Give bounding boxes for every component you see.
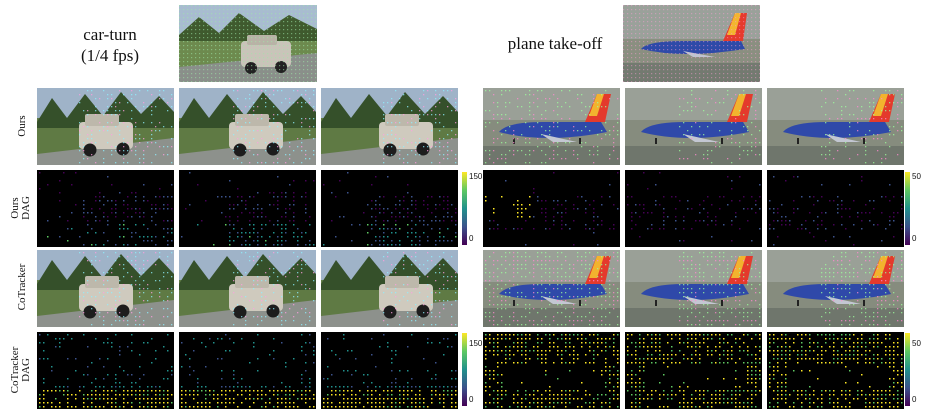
plane-ours-frame-1 <box>483 88 620 165</box>
car-cotracker-dag-colorbar <box>462 333 467 406</box>
plane-ours-dag-colorbar <box>905 172 910 245</box>
plane-cotracker-dag-frame-2 <box>625 332 762 409</box>
car-cotracker-dag-frame-2 <box>179 332 316 409</box>
plane-cotracker-dag-frame-1 <box>483 332 620 409</box>
plane-cotracker-frame-3 <box>767 250 904 327</box>
plane-ours-dag-frame-3 <box>767 170 904 247</box>
row-label-cotracker-dag: CoTracker DAG <box>9 330 34 410</box>
car-cotracker-dag-colorbar-min: 0 <box>469 395 474 404</box>
car-ours-dag-frame-3 <box>321 170 458 247</box>
car-ours-dag-colorbar-min: 0 <box>469 234 474 243</box>
row-label-ours: Ours <box>16 115 28 137</box>
plane-cotracker-frame-1 <box>483 250 620 327</box>
plane-ours-dag-frame-2 <box>625 170 762 247</box>
car-turn-title-line1: car-turn <box>83 25 137 44</box>
row-label-cotracker-dag-line2: DAG <box>20 358 32 382</box>
car-ours-frame-3 <box>321 88 458 165</box>
car-cotracker-frame-1 <box>37 250 174 327</box>
plane-reference-image <box>623 5 760 82</box>
car-cotracker-dag-frame-1 <box>37 332 174 409</box>
row-label-ours-dag: Ours DAG <box>9 168 34 248</box>
car-turn-title: car-turn (1/4 fps) <box>55 24 165 66</box>
row-label-cotracker: CoTracker <box>16 263 28 311</box>
plane-cotracker-dag-colorbar-max: 50 <box>912 339 921 348</box>
plane-takeoff-title: plane take-off <box>507 34 603 53</box>
plane-cotracker-dag-frame-3 <box>767 332 904 409</box>
plane-cotracker-dag-colorbar-min: 0 <box>912 395 917 404</box>
car-ours-frame-1 <box>37 88 174 165</box>
car-turn-title-line2: (1/4 fps) <box>80 46 140 65</box>
car-cotracker-frame-2 <box>179 250 316 327</box>
plane-ours-frame-3 <box>767 88 904 165</box>
plane-ours-dag-colorbar-min: 0 <box>912 234 917 243</box>
car-ours-dag-colorbar-max: 150 <box>469 172 483 181</box>
plane-cotracker-dag-colorbar <box>905 333 910 406</box>
plane-ours-dag-colorbar-max: 50 <box>912 172 921 181</box>
plane-ours-frame-2 <box>625 88 762 165</box>
car-cotracker-dag-colorbar-max: 150 <box>469 339 483 348</box>
car-ours-dag-colorbar <box>462 172 467 245</box>
car-ours-dag-frame-2 <box>179 170 316 247</box>
car-cotracker-dag-frame-3 <box>321 332 458 409</box>
car-ours-dag-frame-1 <box>37 170 174 247</box>
row-label-ours-dag-line2: DAG <box>20 196 32 220</box>
plane-cotracker-frame-2 <box>625 250 762 327</box>
plane-ours-dag-frame-1 <box>483 170 620 247</box>
car-cotracker-frame-3 <box>321 250 458 327</box>
car-ours-frame-2 <box>179 88 316 165</box>
car-reference-image <box>179 5 317 82</box>
